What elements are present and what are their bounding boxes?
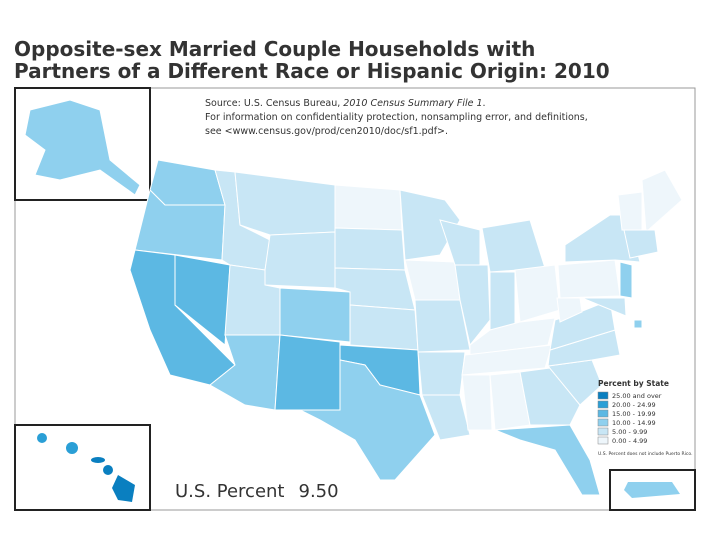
- state: [421, 394, 471, 441]
- island: [103, 465, 113, 475]
- legend-swatch: [597, 391, 609, 400]
- source-line: For information on confidentiality prote…: [205, 112, 588, 123]
- state: [623, 229, 659, 259]
- source: Source: U.S. Census Bureau, 2010 Census …: [205, 98, 486, 109]
- island: [91, 457, 105, 463]
- state: [461, 344, 553, 376]
- state: [349, 304, 419, 351]
- state: [334, 227, 406, 271]
- state: [264, 231, 336, 289]
- puerto-rico: [624, 482, 680, 498]
- state: [633, 319, 643, 329]
- alaska-inset: [14, 87, 151, 201]
- hawaii-inset: [14, 424, 151, 511]
- state: [274, 334, 341, 411]
- us-percent: U.S. Percent 9.50: [175, 481, 339, 502]
- legend-swatch: [597, 436, 609, 445]
- us-percent-label: U.S. Percent: [175, 481, 285, 502]
- legend-swatch: [597, 418, 609, 427]
- legend-swatch: [597, 400, 609, 409]
- state: [489, 271, 516, 331]
- state: [514, 264, 561, 323]
- state: [494, 424, 601, 496]
- source-prefix: Source: U.S. Census Bureau,: [205, 98, 343, 109]
- state: [519, 367, 581, 426]
- state: [581, 297, 627, 317]
- state: [279, 287, 351, 343]
- legend-swatch: [597, 427, 609, 436]
- legend-title: Percent by State: [598, 379, 669, 388]
- state: [454, 264, 491, 347]
- state: [234, 171, 336, 236]
- us-percent-value: 9.50: [299, 481, 339, 502]
- states: [24, 99, 683, 502]
- source-italic: 2010 Census Summary File 1: [343, 98, 482, 109]
- state: [149, 159, 226, 206]
- state: [641, 169, 683, 234]
- legend-label: 10.00 - 14.99: [612, 419, 656, 427]
- state: [617, 191, 643, 231]
- state: [174, 254, 231, 346]
- legend-label: 0.00 - 4.99: [612, 437, 647, 445]
- title-line: Partners of a Different Race or Hispanic…: [14, 59, 610, 83]
- state: [404, 259, 461, 301]
- source-line: see <www.census.gov/prod/cen2010/doc/sf1…: [205, 126, 448, 137]
- state: [557, 259, 621, 299]
- legend-label: 15.00 - 19.99: [612, 410, 656, 418]
- legend-note: U.S. Percent does not include Puerto Ric…: [598, 451, 693, 457]
- state: [461, 374, 493, 431]
- alaska: [24, 99, 141, 196]
- legend-label: 20.00 - 24.99: [612, 401, 656, 409]
- state: [334, 184, 403, 231]
- source-suffix: .: [483, 98, 486, 109]
- legend-swatch: [597, 409, 609, 418]
- state: [299, 359, 436, 481]
- state: [481, 219, 546, 273]
- island: [66, 442, 78, 454]
- island: [37, 433, 47, 443]
- state: [619, 261, 633, 299]
- island: [112, 475, 135, 502]
- state: [417, 351, 466, 396]
- pr-inset: [609, 469, 696, 511]
- legend-label: 5.00 - 9.99: [612, 428, 647, 436]
- map-frame: [14, 87, 696, 511]
- title-line: Opposite-sex Married Couple Households w…: [14, 37, 535, 61]
- legend-label: 25.00 and over: [612, 392, 662, 400]
